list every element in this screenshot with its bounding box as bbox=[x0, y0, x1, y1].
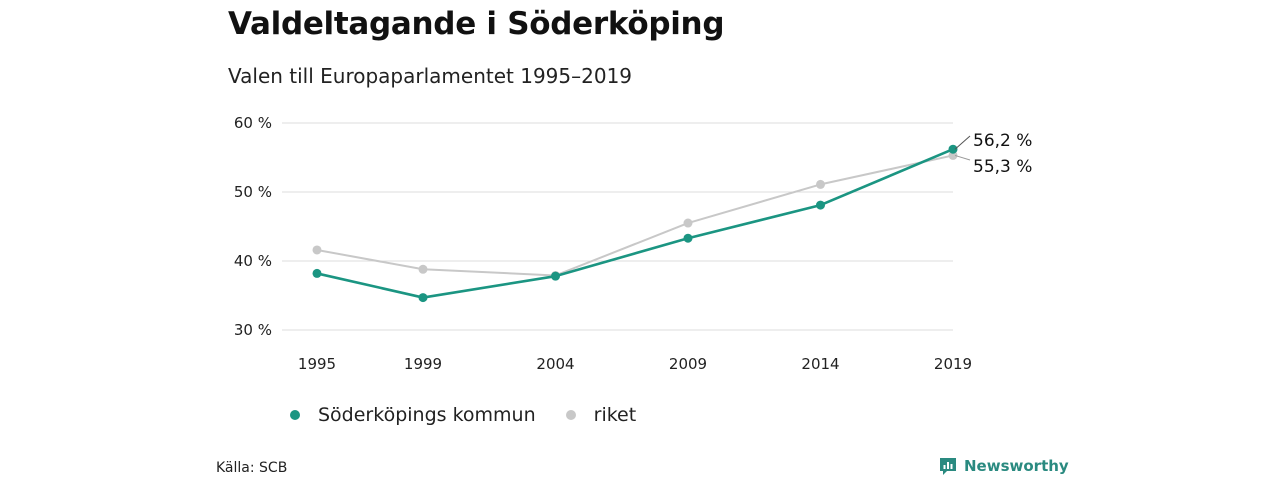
data-point-soderkoping bbox=[312, 268, 322, 278]
legend-item-riket: riket bbox=[565, 404, 637, 426]
y-tick-label: 60 % bbox=[234, 114, 272, 132]
legend-item-soderkoping: Söderköpings kommun bbox=[290, 404, 536, 426]
x-tick-label: 2019 bbox=[934, 355, 972, 373]
data-point-riket bbox=[312, 245, 322, 255]
chart-subtitle: Valen till Europaparlamentet 1995–2019 bbox=[228, 64, 633, 88]
data-point-soderkoping bbox=[683, 233, 693, 243]
x-tick-label: 1999 bbox=[404, 355, 442, 373]
legend-dot-riket bbox=[565, 410, 576, 420]
source-note: Källa: SCB bbox=[216, 460, 288, 476]
end-label-leader-riket bbox=[954, 154, 971, 161]
chart-legend: Söderköpings kommun riket bbox=[290, 404, 666, 426]
series-line-riket bbox=[316, 154, 954, 277]
end-label-leader-soderkoping bbox=[954, 135, 971, 150]
newsworthy-logo-icon bbox=[940, 458, 956, 475]
x-tick-label: 2014 bbox=[801, 355, 839, 373]
brand-name: Newsworthy bbox=[964, 457, 1069, 475]
legend-label-riket: riket bbox=[593, 404, 637, 426]
legend-label-soderkoping: Söderköpings kommun bbox=[318, 404, 536, 426]
brand-logo: Newsworthy bbox=[938, 456, 1069, 476]
data-point-soderkoping bbox=[551, 271, 560, 281]
data-point-soderkoping bbox=[418, 293, 428, 303]
data-point-riket bbox=[418, 264, 428, 274]
data-point-soderkoping bbox=[948, 144, 958, 154]
data-point-soderkoping bbox=[816, 200, 825, 210]
chart-title: Valdeltagande i Söderköping bbox=[228, 6, 725, 42]
y-tick-label: 50 % bbox=[234, 183, 272, 201]
data-point-riket bbox=[948, 150, 958, 160]
y-tick-label: 40 % bbox=[234, 252, 272, 270]
end-label-riket: 55,3 % bbox=[973, 157, 1032, 177]
series-line-soderkoping bbox=[316, 148, 954, 299]
x-tick-label: 2009 bbox=[669, 355, 707, 373]
end-label-soderkoping: 56,2 % bbox=[973, 131, 1032, 151]
y-tick-label: 30 % bbox=[234, 321, 272, 339]
x-tick-label: 1995 bbox=[298, 355, 336, 373]
legend-dot-soderkoping bbox=[290, 410, 300, 420]
data-point-riket bbox=[683, 218, 693, 228]
data-point-riket bbox=[816, 179, 825, 189]
x-tick-label: 2004 bbox=[536, 355, 574, 373]
